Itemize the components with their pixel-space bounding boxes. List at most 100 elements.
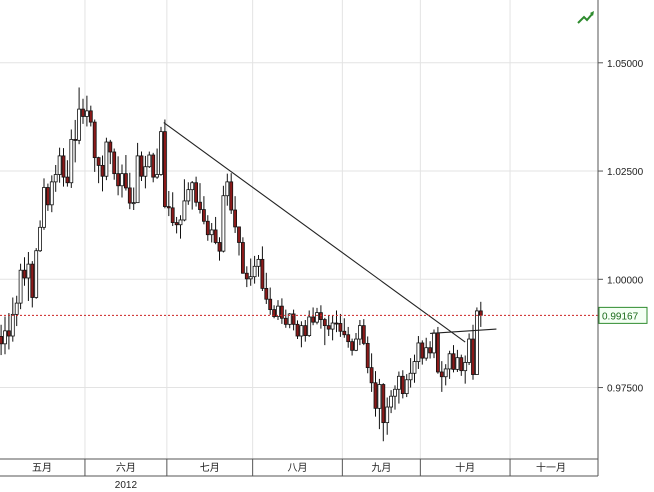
candle[interactable]: [124, 155, 128, 191]
candle[interactable]: [120, 164, 124, 198]
candle[interactable]: [260, 246, 265, 291]
candle[interactable]: [412, 354, 417, 383]
candle[interactable]: [205, 215, 210, 241]
candle[interactable]: [357, 320, 362, 346]
candle[interactable]: [162, 119, 167, 209]
candle[interactable]: [315, 307, 319, 325]
candle[interactable]: [318, 305, 323, 329]
candle[interactable]: [178, 215, 183, 239]
candle[interactable]: [373, 371, 378, 417]
candle[interactable]: [240, 237, 245, 274]
candle[interactable]: [443, 364, 448, 386]
candle[interactable]: [354, 332, 358, 352]
candle[interactable]: [221, 185, 226, 253]
time-axis[interactable]: 五月 六月 七月 八月 九月 十月 十一月 2012: [0, 458, 598, 491]
candle[interactable]: [338, 313, 343, 337]
candle[interactable]: [369, 353, 374, 392]
candle[interactable]: [455, 349, 460, 372]
candle[interactable]: [34, 248, 39, 299]
candle[interactable]: [424, 337, 429, 361]
candle[interactable]: [420, 340, 425, 365]
candle[interactable]: [151, 152, 156, 183]
candle[interactable]: [229, 173, 234, 214]
candle[interactable]: [116, 156, 120, 196]
candle[interactable]: [46, 183, 50, 211]
candle[interactable]: [295, 320, 300, 340]
candle[interactable]: [10, 297, 15, 342]
candle[interactable]: [451, 345, 456, 373]
candle[interactable]: [377, 378, 382, 430]
candle[interactable]: [244, 266, 249, 288]
candle[interactable]: [256, 255, 261, 277]
candle[interactable]: [237, 226, 241, 256]
candle[interactable]: [326, 315, 331, 337]
candle[interactable]: [342, 318, 347, 338]
candle[interactable]: [279, 298, 284, 324]
candle[interactable]: [166, 190, 171, 217]
candle[interactable]: [18, 263, 23, 310]
candle[interactable]: [225, 173, 230, 206]
candle[interactable]: [108, 139, 113, 165]
candle[interactable]: [365, 336, 370, 374]
candle[interactable]: [303, 320, 308, 342]
candle[interactable]: [69, 129, 74, 188]
candle[interactable]: [100, 155, 105, 192]
candle[interactable]: [217, 237, 222, 261]
trendline-1[interactable]: [430, 328, 497, 334]
candle[interactable]: [14, 295, 19, 327]
candle[interactable]: [459, 354, 464, 376]
candle[interactable]: [416, 336, 421, 369]
candle[interactable]: [248, 258, 253, 286]
candle[interactable]: [213, 216, 218, 245]
candle[interactable]: [439, 361, 444, 392]
candle[interactable]: [143, 155, 148, 189]
candle[interactable]: [467, 333, 472, 366]
candle[interactable]: [346, 326, 351, 348]
candle[interactable]: [268, 287, 273, 315]
candle[interactable]: [22, 257, 27, 286]
candle[interactable]: [155, 148, 160, 179]
candle[interactable]: [49, 175, 54, 213]
candle[interactable]: [463, 355, 468, 384]
candle[interactable]: [393, 385, 397, 410]
candle[interactable]: [7, 313, 11, 350]
candle[interactable]: [38, 220, 42, 253]
candle[interactable]: [30, 261, 35, 308]
candle[interactable]: [311, 307, 316, 326]
candle[interactable]: [201, 196, 206, 225]
candle[interactable]: [334, 310, 339, 333]
candle[interactable]: [350, 338, 355, 356]
candle[interactable]: [42, 178, 46, 230]
candle[interactable]: [447, 350, 452, 379]
trendline-0[interactable]: [163, 122, 466, 343]
candle[interactable]: [361, 319, 366, 346]
candle[interactable]: [194, 176, 199, 207]
candles[interactable]: [0, 87, 483, 442]
candle[interactable]: [209, 223, 214, 243]
candle[interactable]: [389, 390, 394, 414]
candle[interactable]: [104, 137, 109, 181]
candle[interactable]: [233, 196, 238, 233]
candle[interactable]: [131, 187, 136, 211]
candle[interactable]: [182, 179, 187, 222]
candle[interactable]: [170, 192, 175, 227]
candle[interactable]: [471, 324, 475, 380]
candle[interactable]: [53, 164, 58, 192]
trendlines[interactable]: [163, 122, 497, 343]
candle[interactable]: [127, 172, 132, 210]
candle[interactable]: [3, 316, 7, 355]
candle[interactable]: [381, 383, 386, 442]
candle[interactable]: [96, 156, 101, 184]
candle[interactable]: [322, 317, 327, 346]
candle[interactable]: [92, 119, 97, 172]
candle[interactable]: [186, 182, 191, 205]
candle[interactable]: [135, 142, 140, 204]
candle[interactable]: [330, 315, 335, 341]
candle[interactable]: [139, 151, 144, 182]
candle[interactable]: [396, 371, 401, 404]
candle[interactable]: [85, 95, 89, 127]
candle[interactable]: [272, 305, 277, 319]
candle[interactable]: [408, 358, 413, 388]
candle[interactable]: [0, 324, 4, 356]
